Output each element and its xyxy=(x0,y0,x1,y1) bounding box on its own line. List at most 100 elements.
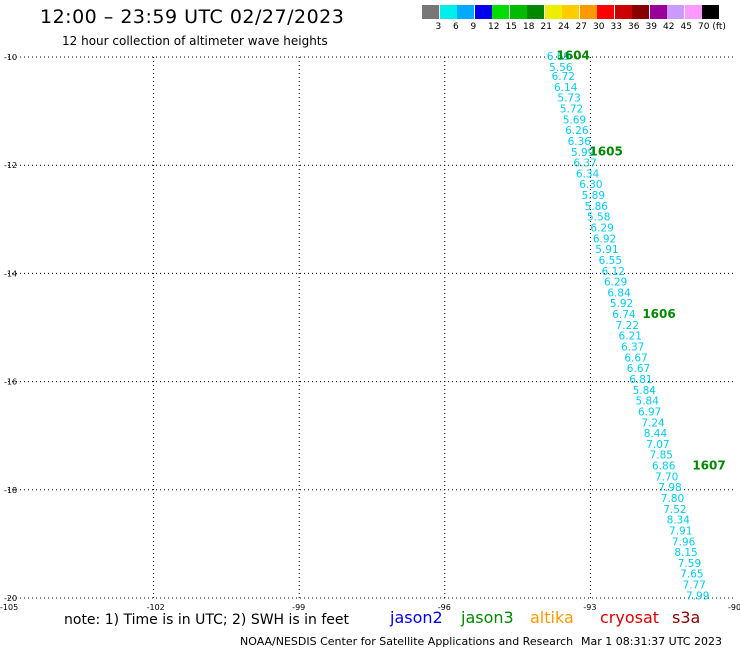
legend-swatch xyxy=(684,5,702,19)
y-tick-label: -16 xyxy=(4,378,17,387)
y-tick-label: -14 xyxy=(4,269,17,278)
legend-label: 21 xyxy=(540,22,552,32)
wave-height-label: 6.14 xyxy=(554,82,578,94)
wave-height-label: 6.67 xyxy=(624,352,647,364)
wave-height-label: 6.37 xyxy=(621,342,644,354)
legend-label: 18 xyxy=(523,22,535,32)
wave-height-label: 5.99 xyxy=(571,147,594,159)
legend-label: 42 xyxy=(663,22,675,32)
satellite-altika: altika xyxy=(530,608,574,627)
satellite-jason3: jason3 xyxy=(461,608,514,627)
x-tick-label: -96 xyxy=(438,603,451,612)
wave-height-label: 6.21 xyxy=(619,331,642,343)
wave-height-label: 6.84 xyxy=(607,287,631,299)
footer-credit: NOAA/NESDIS Center for Satellite Applica… xyxy=(240,635,574,648)
wave-height-label: 5.58 xyxy=(587,212,610,224)
legend-swatch xyxy=(667,5,684,19)
legend-label: 15 xyxy=(505,22,517,32)
legend-label: 6 xyxy=(453,22,459,32)
x-tick-label: -105 xyxy=(0,603,18,612)
wave-height-label: 8.44 xyxy=(644,428,668,440)
wave-height-label: 7.91 xyxy=(669,525,692,537)
wave-height-label: 6.72 xyxy=(552,71,575,83)
wave-height-label: 5.89 xyxy=(582,190,605,202)
legend-swatch xyxy=(527,5,544,19)
wave-height-label: 7.99 xyxy=(686,590,709,602)
legend-swatch xyxy=(562,5,579,19)
legend-label: 30 xyxy=(593,22,605,32)
wave-height-label: 5.86 xyxy=(585,201,609,213)
legend-label: 36 xyxy=(628,22,640,32)
legend-swatch xyxy=(632,5,649,19)
legend-swatch xyxy=(544,5,562,19)
satellite-jason2: jason2 xyxy=(390,608,443,627)
wave-height-label: 6.86 xyxy=(652,461,676,473)
footer-timestamp: Mar 1 08:31:37 UTC 2023 xyxy=(581,635,722,648)
legend-label: 3 xyxy=(435,22,442,32)
y-tick-label: -12 xyxy=(4,161,17,170)
legend-swatch xyxy=(439,5,457,19)
legend-label: 45 xyxy=(680,22,692,32)
legend-swatch xyxy=(702,5,719,19)
y-tick-label: -20 xyxy=(4,594,17,603)
wave-height-label: 5.92 xyxy=(610,298,633,310)
legend-label: 27 xyxy=(575,22,587,32)
legend-swatch xyxy=(579,5,597,19)
legend-swatch xyxy=(422,5,439,19)
wave-height-label: 7.96 xyxy=(672,536,696,548)
satellite-s3a: s3a xyxy=(672,608,701,627)
legend-label: 33 xyxy=(610,22,622,32)
x-tick-label: -102 xyxy=(147,603,165,612)
time-label: 1605 xyxy=(589,145,622,159)
wave-height-label: 5.72 xyxy=(560,103,583,115)
legend-label: 24 xyxy=(558,22,570,32)
wave-height-label: 6.30 xyxy=(579,179,602,191)
legend-label: 12 xyxy=(488,22,500,32)
legend-label: 39 xyxy=(645,22,657,32)
footer-note: note: 1) Time is in UTC; 2) SWH is in fe… xyxy=(64,612,350,628)
time-label: 1606 xyxy=(642,307,675,321)
legend-swatch xyxy=(474,5,492,19)
legend-swatch xyxy=(492,5,509,19)
y-tick-label: -10 xyxy=(4,53,17,62)
wave-height-label: 5.56 xyxy=(549,62,573,74)
wave-height-label: 6.74 xyxy=(612,309,636,321)
wave-height-label: 6.34 xyxy=(576,168,600,180)
wave-height-label: 6.12 xyxy=(602,266,625,278)
wave-height-label: 5.84 xyxy=(633,385,657,397)
chart-subtitle: 12 hour collection of altimeter wave hei… xyxy=(62,34,328,48)
wave-height-label: 6.69 xyxy=(547,51,570,63)
wave-height-label: 5.73 xyxy=(557,93,580,105)
time-label: 1607 xyxy=(692,458,725,472)
legend-swatch xyxy=(614,5,632,19)
wave-height-label: 7.22 xyxy=(616,320,639,332)
chart-title: 12:00 – 23:59 UTC 02/27/2023 xyxy=(40,6,345,28)
wave-height-label: 8.34 xyxy=(667,515,691,527)
wave-height-label: 6.29 xyxy=(604,277,627,289)
wave-height-label: 7.24 xyxy=(641,417,665,429)
wave-height-label: 5.84 xyxy=(636,396,660,408)
wave-height-label: 6.97 xyxy=(638,406,661,418)
wave-height-label: 7.59 xyxy=(678,558,701,570)
wave-height-label: 5.69 xyxy=(563,114,586,126)
legend-label: 70 (ft) xyxy=(698,22,726,32)
wave-height-label: 7.77 xyxy=(683,580,706,592)
wave-height-label: 6.67 xyxy=(627,363,650,375)
time-label: 1604 xyxy=(556,48,589,62)
wave-height-label: 6.37 xyxy=(573,158,596,170)
wave-height-label: 7.65 xyxy=(680,569,703,581)
x-tick-label: -90 xyxy=(728,603,740,612)
wave-height-label: 6.55 xyxy=(599,255,622,267)
x-tick-label: -93 xyxy=(583,603,596,612)
x-tick-label: -99 xyxy=(292,603,305,612)
wave-height-label: 7.80 xyxy=(661,493,684,505)
legend-swatch xyxy=(509,5,527,19)
legend-swatch xyxy=(457,5,474,19)
color-scale-legend: 3 6 9 12 15 18 21 24 27 30 33 36 39 42 45 70 (ft) xyxy=(422,5,740,37)
wave-height-label: 6.29 xyxy=(590,222,613,234)
wave-height-label: 6.92 xyxy=(593,233,616,245)
wave-height-label: 6.26 xyxy=(565,125,589,137)
wave-height-label: 5.91 xyxy=(595,244,618,256)
wave-height-label: 7.70 xyxy=(655,471,678,483)
wave-height-label: 6.81 xyxy=(629,374,652,386)
